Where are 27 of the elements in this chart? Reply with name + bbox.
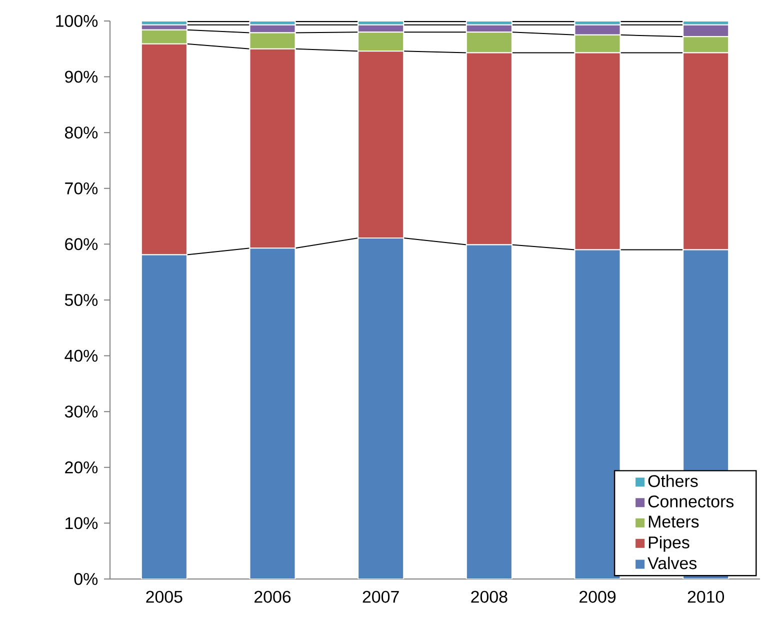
y-tick-label: 70%	[65, 182, 98, 194]
legend-label: Connectors	[648, 495, 734, 508]
bar	[358, 238, 404, 579]
legend-label: Valves	[648, 556, 697, 570]
bar	[574, 249, 621, 579]
y-tick-label: 80%	[65, 126, 98, 139]
x-tick-label: 2010	[688, 590, 724, 603]
legend-label: Meters	[648, 516, 699, 528]
y-tick-label: 100%	[56, 14, 98, 27]
x-tick-label: 2007	[362, 590, 399, 603]
y-tick-label: 30%	[64, 406, 98, 418]
y-tick-label: 50%	[64, 294, 98, 306]
x-tick-label: 2005	[146, 590, 182, 603]
x-tick-label: 2009	[580, 590, 616, 603]
legend-label: Others	[648, 474, 698, 488]
bar	[466, 244, 512, 579]
y-tick-label: 40%	[64, 350, 98, 362]
y-tick-label: 10%	[66, 517, 98, 530]
y-tick-label: 60%	[65, 238, 98, 250]
x-tick-label: 2006	[254, 590, 291, 603]
bar	[249, 248, 296, 579]
y-tick-label: 20%	[65, 461, 98, 474]
y-tick-label: 0%	[74, 572, 98, 585]
y-tick-label: 90%	[65, 70, 98, 83]
bar	[140, 254, 188, 579]
legend-label: Pipes	[648, 536, 690, 552]
x-tick-label: 2008	[471, 590, 508, 603]
